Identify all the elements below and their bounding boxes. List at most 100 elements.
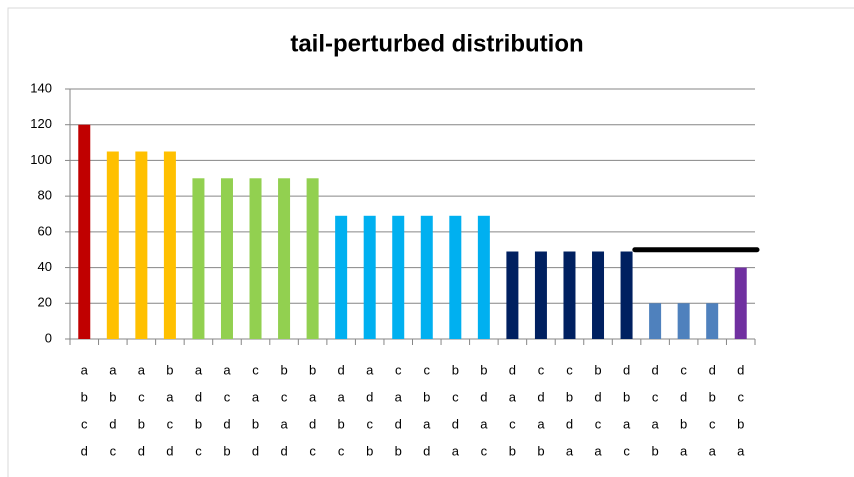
x-tick-label: b	[709, 389, 716, 404]
x-tick-label: c	[281, 389, 288, 404]
x-tick-label: b	[166, 362, 173, 377]
bar	[706, 303, 719, 339]
x-tick-label: b	[338, 416, 345, 431]
x-tick-label: b	[423, 389, 430, 404]
x-tick-label: c	[623, 443, 630, 458]
x-tick-label: a	[280, 416, 288, 431]
x-tick-label: c	[709, 416, 716, 431]
x-tick-label: d	[680, 389, 687, 404]
y-tick-label: 80	[38, 188, 52, 203]
x-tick-label: b	[566, 389, 573, 404]
bar	[249, 178, 262, 339]
x-tick-label: a	[509, 389, 517, 404]
x-tick-label: d	[480, 389, 487, 404]
y-tick-label: 140	[30, 80, 52, 95]
x-tick-label: a	[651, 416, 659, 431]
x-tick-label: c	[309, 443, 316, 458]
x-tick-label: b	[623, 389, 630, 404]
x-tick-label: d	[338, 362, 345, 377]
x-tick-label: a	[423, 416, 431, 431]
x-tick-label: d	[395, 416, 402, 431]
x-tick-label: b	[594, 362, 601, 377]
bar	[335, 215, 348, 339]
x-tick-label: a	[366, 362, 374, 377]
x-tick-label: b	[680, 416, 687, 431]
x-tick-label: d	[81, 443, 88, 458]
bar	[677, 303, 690, 339]
x-tick-label: a	[109, 362, 117, 377]
x-tick-label: b	[509, 443, 516, 458]
bar	[734, 267, 747, 339]
x-tick-label: c	[737, 389, 744, 404]
x-tick-label: a	[566, 443, 574, 458]
x-tick-label: b	[737, 416, 744, 431]
x-tick-label: c	[538, 362, 545, 377]
bar	[449, 215, 462, 339]
x-tick-label: d	[737, 362, 744, 377]
x-tick-label: b	[109, 389, 116, 404]
x-tick-label: d	[366, 389, 373, 404]
x-tick-label: c	[138, 389, 145, 404]
x-tick-label: d	[280, 443, 287, 458]
x-tick-label: a	[680, 443, 688, 458]
x-tick-label: b	[537, 443, 544, 458]
x-tick-label: a	[338, 389, 346, 404]
x-tick-label: a	[452, 443, 460, 458]
x-tick-label: c	[481, 443, 488, 458]
bar	[135, 151, 148, 339]
x-tick-label: d	[309, 416, 316, 431]
x-tick-label: d	[252, 443, 259, 458]
bar	[534, 251, 547, 339]
y-tick-label: 60	[38, 223, 52, 238]
x-tick-label: c	[252, 362, 259, 377]
x-tick-label: a	[537, 416, 545, 431]
bar	[563, 251, 576, 339]
x-tick-label: d	[195, 389, 202, 404]
x-tick-label: d	[109, 416, 116, 431]
x-tick-label: c	[167, 416, 174, 431]
x-tick-label: d	[651, 362, 658, 377]
bar	[620, 251, 633, 339]
x-tick-label: d	[138, 443, 145, 458]
bar	[592, 251, 605, 339]
x-tick-label: b	[252, 416, 259, 431]
x-tick-label: a	[594, 443, 602, 458]
x-tick-label: d	[623, 362, 630, 377]
y-tick-label: 100	[30, 152, 52, 167]
x-tick-label: c	[652, 389, 659, 404]
x-tick-label: b	[81, 389, 88, 404]
bar	[506, 251, 519, 339]
x-tick-label: b	[366, 443, 373, 458]
y-tick-label: 0	[45, 330, 52, 345]
x-tick-label: d	[709, 362, 716, 377]
x-tick-label: c	[338, 443, 345, 458]
x-tick-label: c	[110, 443, 117, 458]
x-tick-label: a	[252, 389, 260, 404]
x-tick-label: a	[223, 362, 231, 377]
x-tick-label: b	[651, 443, 658, 458]
bar	[163, 151, 176, 339]
x-tick-label: c	[566, 362, 573, 377]
x-tick-label: a	[395, 389, 403, 404]
x-tick-label: a	[480, 416, 488, 431]
bar	[106, 151, 119, 339]
x-tick-label: b	[138, 416, 145, 431]
x-tick-label: c	[595, 416, 602, 431]
x-tick-label: c	[195, 443, 202, 458]
x-tick-label: d	[166, 443, 173, 458]
x-tick-label: d	[537, 389, 544, 404]
bar	[220, 178, 233, 339]
x-tick-label: a	[309, 389, 317, 404]
x-tick-label: a	[166, 389, 174, 404]
x-tick-label: b	[195, 416, 202, 431]
x-tick-label: a	[138, 362, 146, 377]
chart-title: tail-perturbed distribution	[290, 30, 583, 57]
y-tick-label: 40	[38, 259, 52, 274]
x-tick-label: a	[737, 443, 745, 458]
x-tick-label: a	[81, 362, 89, 377]
x-tick-label: d	[566, 416, 573, 431]
bar	[420, 215, 433, 339]
x-tick-label: c	[424, 362, 431, 377]
x-tick-label: b	[280, 362, 287, 377]
